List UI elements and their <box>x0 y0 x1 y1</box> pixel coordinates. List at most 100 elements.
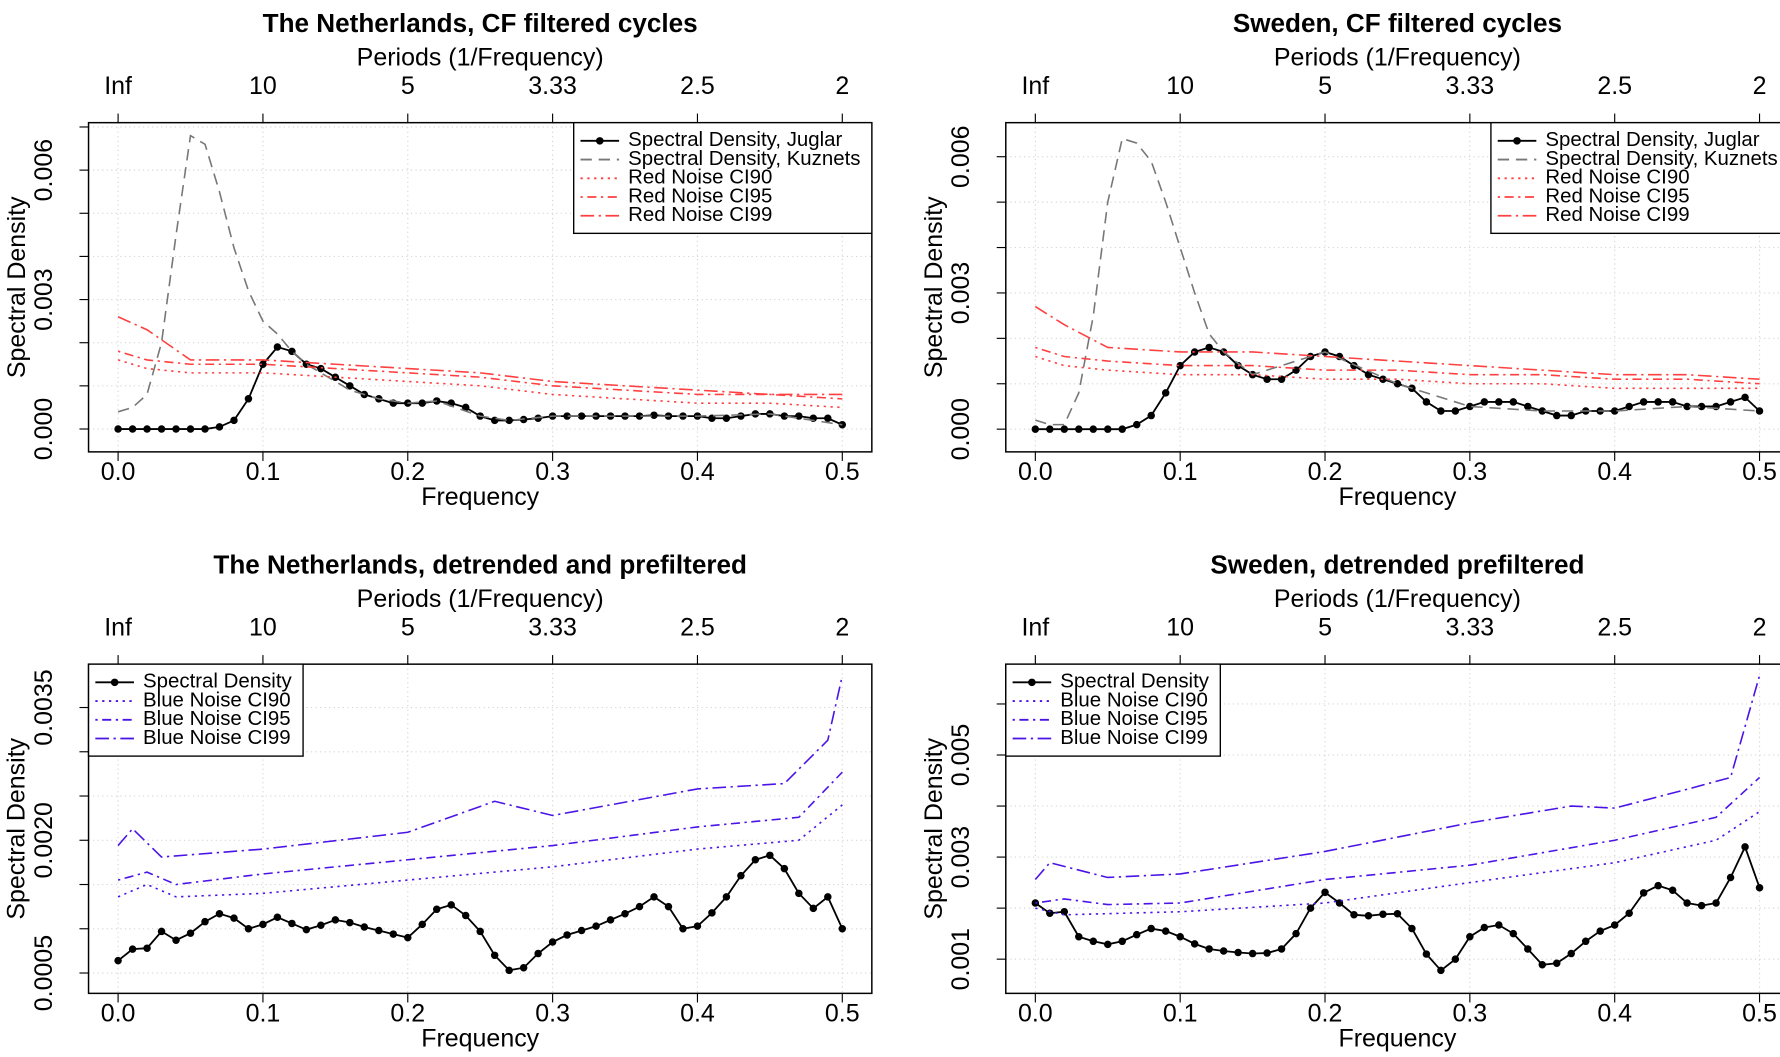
data-point <box>505 416 513 425</box>
data-point <box>1509 929 1518 938</box>
plot-frame <box>87 121 873 453</box>
x-tick-label: 0.2 <box>390 458 425 486</box>
legend-label: Spectral Density <box>1060 671 1209 693</box>
y-tick-label: 0.005 <box>947 724 975 786</box>
data-point <box>288 919 296 928</box>
data-point <box>1408 924 1416 933</box>
data-point <box>1437 407 1445 415</box>
x-tick-label: 0.3 <box>535 458 570 486</box>
data-point <box>1625 909 1633 917</box>
x-axis-title: Frequency <box>421 483 539 511</box>
data-point <box>548 938 557 946</box>
data-point <box>1132 930 1141 939</box>
data-point <box>1610 407 1619 415</box>
data-point <box>824 414 832 422</box>
data-point <box>635 412 644 420</box>
data-point <box>1437 966 1445 975</box>
series-line <box>1035 346 1760 385</box>
x-tick-label: 0.0 <box>1018 1000 1053 1028</box>
x2-tick-label: 10 <box>249 72 277 100</box>
data-point <box>1161 389 1170 397</box>
series-line <box>117 804 843 898</box>
data-point <box>1451 955 1460 963</box>
x2-tick-label: 3.33 <box>1446 72 1495 100</box>
data-point <box>1350 911 1358 919</box>
data-point <box>1726 398 1735 406</box>
legend-marker <box>1513 137 1521 145</box>
y-tick-label: 0.000 <box>30 398 58 460</box>
chart-title: The Netherlands, CF filtered cycles <box>263 8 698 38</box>
data-point <box>172 425 180 433</box>
series-line <box>117 854 844 972</box>
x-axis-title: Frequency <box>1338 483 1456 511</box>
legend-label: Blue Noise CI95 <box>1060 708 1208 730</box>
legend-label: Red Noise CI99 <box>1545 204 1689 226</box>
x-axis-title: Frequency <box>421 1025 539 1053</box>
data-point <box>1495 398 1503 406</box>
data-point <box>1176 932 1184 941</box>
data-point <box>1567 949 1575 958</box>
series-line <box>117 134 843 426</box>
data-point <box>795 889 803 898</box>
legend-label: Blue Noise CI99 <box>143 727 291 749</box>
x-tick-label: 0.4 <box>680 1000 715 1028</box>
data-point <box>404 933 412 942</box>
data-point <box>1610 921 1619 929</box>
x-tick-label: 0.5 <box>825 458 860 486</box>
data-point <box>230 914 238 922</box>
legend-box <box>573 121 873 235</box>
data-point <box>1625 402 1633 411</box>
x-tick-label: 0.4 <box>680 458 715 486</box>
data-point <box>1132 420 1141 429</box>
x2-tick-label: 2 <box>1753 614 1767 642</box>
data-point <box>563 412 571 420</box>
x-tick-label: 0.4 <box>1597 1000 1632 1028</box>
data-point <box>1654 881 1662 890</box>
data-point <box>1553 411 1561 420</box>
x-tick-label: 0.0 <box>101 1000 136 1028</box>
legend-label: Blue Noise CI90 <box>143 689 291 711</box>
data-point <box>1422 398 1431 406</box>
data-point <box>1219 947 1228 955</box>
data-point <box>1567 411 1575 420</box>
data-point <box>606 916 615 924</box>
data-point <box>273 913 282 922</box>
y-axis-title: Spectral Density <box>3 737 31 919</box>
data-point <box>1480 923 1489 932</box>
y-axis-title: Spectral Density <box>920 196 948 378</box>
legend-label: Blue Noise CI99 <box>1060 727 1208 749</box>
data-point <box>157 425 166 433</box>
data-point <box>201 425 209 433</box>
chart-title: The Netherlands, detrended and prefilter… <box>213 549 747 579</box>
data-point <box>1046 909 1054 917</box>
data-point <box>1683 402 1691 411</box>
data-point <box>621 909 629 918</box>
data-point <box>172 936 180 945</box>
legend-label: Red Noise CI95 <box>1545 185 1689 207</box>
y-tick-label: 0.006 <box>30 139 58 201</box>
data-point <box>751 855 760 864</box>
x-tick-label: 0.5 <box>825 1000 860 1028</box>
chart-title: Sweden, detrended prefiltered <box>1210 549 1584 579</box>
plot-frame <box>87 663 873 995</box>
x2-tick-label: 3.33 <box>1446 614 1495 642</box>
data-point <box>128 945 137 953</box>
data-point <box>1712 402 1720 411</box>
data-point <box>1697 402 1706 411</box>
data-point <box>461 403 470 412</box>
x2-axis-title: Periods (1/Frequency) <box>1274 585 1521 613</box>
data-point <box>664 902 673 911</box>
x2-tick-label: Inf <box>104 72 132 100</box>
y-tick-label: 0.003 <box>947 262 975 324</box>
data-point <box>795 412 803 420</box>
data-point <box>143 944 151 952</box>
data-point <box>490 416 499 425</box>
data-point <box>1046 425 1054 433</box>
series-line <box>1035 776 1761 906</box>
x-tick-label: 0.0 <box>1018 458 1053 486</box>
data-point <box>1306 904 1315 912</box>
x2-tick-label: 2 <box>835 614 849 642</box>
data-point <box>143 425 151 433</box>
